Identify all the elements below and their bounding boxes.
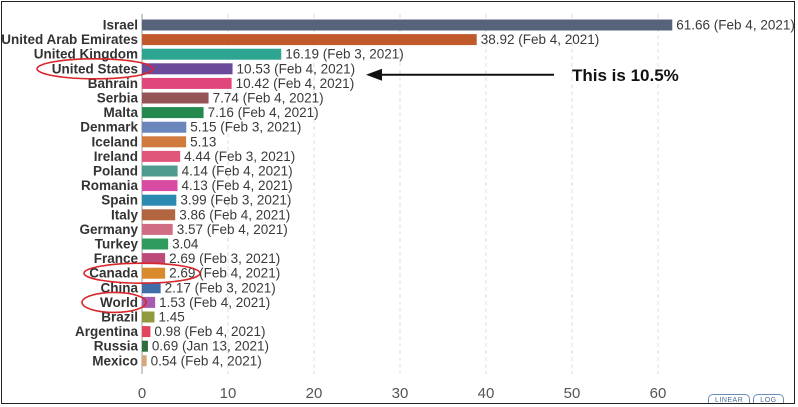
value-label: 4.14 (Feb 4, 2021) [182, 164, 293, 179]
category-label: World [100, 295, 138, 310]
category-label: Bahrain [88, 76, 138, 91]
category-label: Serbia [97, 91, 139, 106]
x-tick-label: 10 [220, 385, 237, 402]
bar[interactable] [142, 253, 166, 265]
value-label: 0.98 (Feb 4, 2021) [154, 324, 265, 339]
value-label: 10.42 (Feb 4, 2021) [236, 76, 355, 91]
category-label: Canada [89, 266, 138, 281]
bar[interactable] [142, 223, 173, 235]
value-label: 1.45 [158, 310, 184, 325]
x-tick-label: 50 [564, 385, 581, 402]
value-label: 5.15 (Feb 3, 2021) [190, 120, 301, 135]
category-label: France [94, 251, 139, 266]
log-scale-button[interactable]: LOG [753, 394, 784, 403]
value-label: 3.57 (Feb 4, 2021) [177, 222, 288, 237]
x-tick-label: 0 [138, 385, 146, 402]
value-label: 2.69 (Feb 3, 2021) [169, 251, 280, 266]
value-label: 1.53 (Feb 4, 2021) [159, 295, 270, 310]
category-label: Israel [103, 18, 138, 33]
bar[interactable] [142, 355, 147, 367]
bar[interactable] [142, 77, 232, 89]
value-label: 10.53 (Feb 4, 2021) [237, 61, 356, 76]
value-label: 7.74 (Feb 4, 2021) [213, 91, 324, 106]
category-label: United States [52, 61, 138, 76]
scale-toggle: LINEAR LOG [708, 394, 787, 403]
bar[interactable] [142, 136, 187, 148]
value-label: 38.92 (Feb 4, 2021) [481, 32, 600, 47]
bar[interactable] [142, 296, 156, 308]
bar[interactable] [142, 180, 178, 192]
annotation-circle [83, 262, 201, 285]
value-label: 0.54 (Feb 4, 2021) [151, 353, 262, 368]
x-tick-label: 20 [306, 385, 323, 402]
bar[interactable] [142, 165, 178, 177]
category-label: Iceland [91, 134, 138, 149]
category-label: Turkey [95, 237, 139, 252]
category-label: United Arab Emirates [2, 32, 138, 47]
bar[interactable] [142, 150, 181, 162]
value-label: 3.86 (Feb 4, 2021) [179, 207, 290, 222]
linear-scale-button[interactable]: LINEAR [708, 394, 751, 403]
category-label: Ireland [94, 149, 138, 164]
value-label: 2.17 (Feb 3, 2021) [165, 280, 276, 295]
bar[interactable] [142, 107, 204, 119]
bar[interactable] [142, 92, 209, 104]
value-label: 2.69 (Feb 4, 2021) [169, 266, 280, 281]
value-label: 0.69 (Jan 13, 2021) [152, 339, 269, 354]
category-label: Spain [101, 193, 138, 208]
value-label: 4.44 (Feb 3, 2021) [184, 149, 295, 164]
bar[interactable] [142, 194, 177, 206]
x-tick-label: 30 [392, 385, 409, 402]
bar[interactable] [142, 326, 151, 338]
bar[interactable] [142, 121, 187, 133]
bar[interactable] [142, 63, 233, 75]
category-label: Poland [93, 164, 138, 179]
value-label: 7.16 (Feb 4, 2021) [208, 105, 319, 120]
category-label: Italy [111, 207, 139, 222]
annotation-circle [81, 291, 147, 314]
category-label: Malta [103, 105, 138, 120]
bar[interactable] [142, 311, 155, 323]
category-label: Brazil [101, 310, 138, 325]
bar[interactable] [142, 238, 169, 250]
category-label: United Kingdom [34, 47, 138, 62]
bar[interactable] [142, 34, 477, 46]
bar[interactable] [142, 282, 161, 294]
annotation-arrowhead [366, 68, 382, 81]
category-label: Romania [81, 178, 139, 193]
value-label: 3.99 (Feb 3, 2021) [180, 193, 291, 208]
value-label: 61.66 (Feb 4, 2021) [676, 18, 795, 33]
value-label: 4.13 (Feb 4, 2021) [182, 178, 293, 193]
category-label: Russia [94, 339, 139, 354]
annotation-circle [36, 58, 154, 80]
bar[interactable] [142, 340, 148, 352]
category-label: Argentina [75, 324, 138, 339]
annotation-text: This is 10.5% [572, 66, 679, 85]
x-tick-label: 60 [650, 385, 667, 402]
value-label: 5.13 [190, 134, 216, 149]
bar[interactable] [142, 267, 166, 279]
value-label: 16.19 (Feb 3, 2021) [285, 47, 404, 62]
value-label: 3.04 [172, 237, 199, 252]
bar[interactable] [142, 209, 176, 221]
category-label: Mexico [92, 353, 138, 368]
bar[interactable] [142, 19, 673, 31]
category-label: Denmark [80, 120, 138, 135]
category-label: China [100, 280, 138, 295]
bar[interactable] [142, 48, 282, 60]
category-label: Germany [79, 222, 138, 237]
x-tick-label: 40 [478, 385, 495, 402]
